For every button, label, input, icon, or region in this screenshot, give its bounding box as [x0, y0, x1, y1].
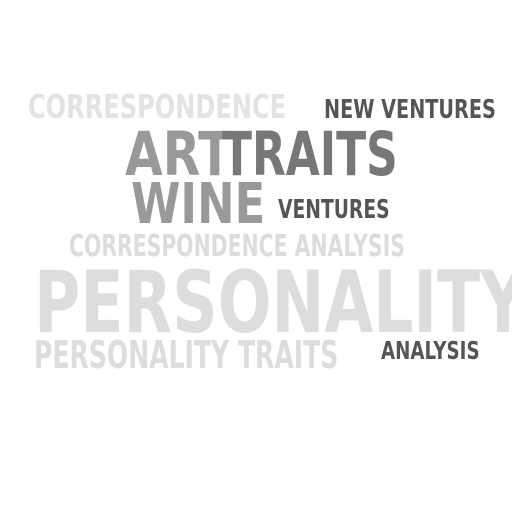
word-personality: PERSONALITY — [34, 253, 512, 353]
word-art: ART — [125, 119, 232, 190]
word-wine: WINE — [131, 172, 266, 237]
word-correspondence: CORRESPONDENCE — [28, 87, 287, 126]
word-correspondence-analysis: CORRESPONDENCE ANALYSIS — [69, 229, 405, 264]
word-analysis: ANALYSIS — [381, 336, 480, 365]
word-ventures: VENTURES — [278, 195, 390, 225]
word-personality-traits: PERSONALITY TRAITS — [34, 333, 339, 377]
word-new-ventures: NEW VENTURES — [324, 95, 496, 125]
word-traits: TRAITS — [222, 119, 398, 190]
